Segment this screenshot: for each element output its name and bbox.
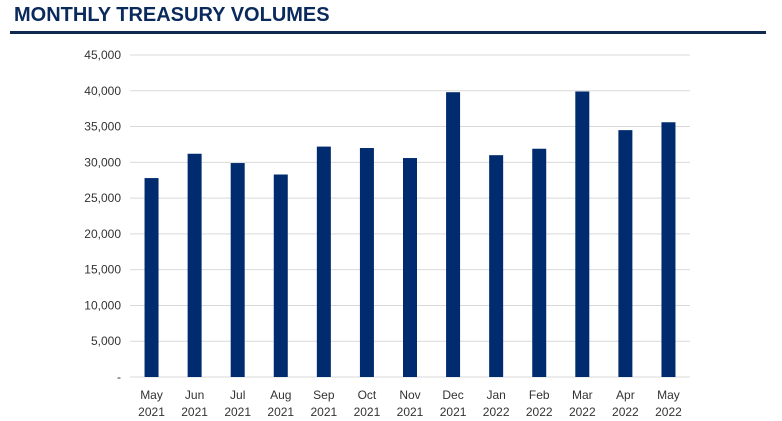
bar xyxy=(575,91,590,377)
bar xyxy=(273,174,288,377)
bar xyxy=(489,155,504,377)
y-tick-label: 35,000 xyxy=(84,120,121,134)
bar xyxy=(403,158,417,377)
x-tick-label-month: May xyxy=(140,388,163,402)
x-tick-label-year: 2021 xyxy=(310,405,337,419)
x-tick-label-year: 2021 xyxy=(440,405,467,419)
bar xyxy=(532,148,547,377)
bar xyxy=(359,148,374,377)
y-tick-label: 5,000 xyxy=(91,334,121,348)
y-tick-label: 25,000 xyxy=(84,191,121,205)
x-tick-label-month: Dec xyxy=(442,388,463,402)
title-underline xyxy=(10,31,766,34)
x-tick-label-year: 2022 xyxy=(483,405,510,419)
y-tick-label: 40,000 xyxy=(84,84,121,98)
y-tick-label: 15,000 xyxy=(84,263,121,277)
x-tick-label-month: Jan xyxy=(486,388,505,402)
y-tick-label: 20,000 xyxy=(84,227,121,241)
x-tick-label-year: 2022 xyxy=(612,405,639,419)
bar xyxy=(230,163,245,377)
x-tick-label-month: Feb xyxy=(529,388,550,402)
x-tick-label-year: 2022 xyxy=(526,405,553,419)
x-tick-label-month: Mar xyxy=(572,388,593,402)
x-tick-label-year: 2021 xyxy=(181,405,208,419)
bar xyxy=(446,92,461,377)
x-tick-label-year: 2021 xyxy=(354,405,381,419)
y-tick-label: 30,000 xyxy=(84,155,121,169)
x-tick-label-month: May xyxy=(657,388,680,402)
x-tick-label-year: 2022 xyxy=(655,405,682,419)
x-tick-label-month: Nov xyxy=(399,388,420,402)
x-tick-label-month: Sep xyxy=(313,388,335,402)
x-tick-label-month: Apr xyxy=(616,388,635,402)
bar xyxy=(661,122,676,377)
x-tick-label-month: Oct xyxy=(358,388,377,402)
x-tick-label-month: Jun xyxy=(185,388,204,402)
y-tick-label: 45,000 xyxy=(84,48,121,62)
x-tick-label-year: 2022 xyxy=(569,405,596,419)
x-tick-label-year: 2021 xyxy=(224,405,251,419)
x-tick-label-year: 2021 xyxy=(138,405,165,419)
y-tick-label: - xyxy=(117,370,121,384)
y-tick-label: 10,000 xyxy=(84,298,121,312)
x-tick-label-month: Aug xyxy=(270,388,291,402)
x-tick-label-year: 2021 xyxy=(397,405,424,419)
bar xyxy=(187,153,202,377)
bar xyxy=(618,130,633,377)
chart-title: MONTHLY TREASURY VOLUMES xyxy=(14,4,330,26)
bar xyxy=(144,178,159,377)
bar xyxy=(316,146,331,377)
x-tick-label-year: 2021 xyxy=(267,405,294,419)
x-tick-label-month: Jul xyxy=(230,388,245,402)
